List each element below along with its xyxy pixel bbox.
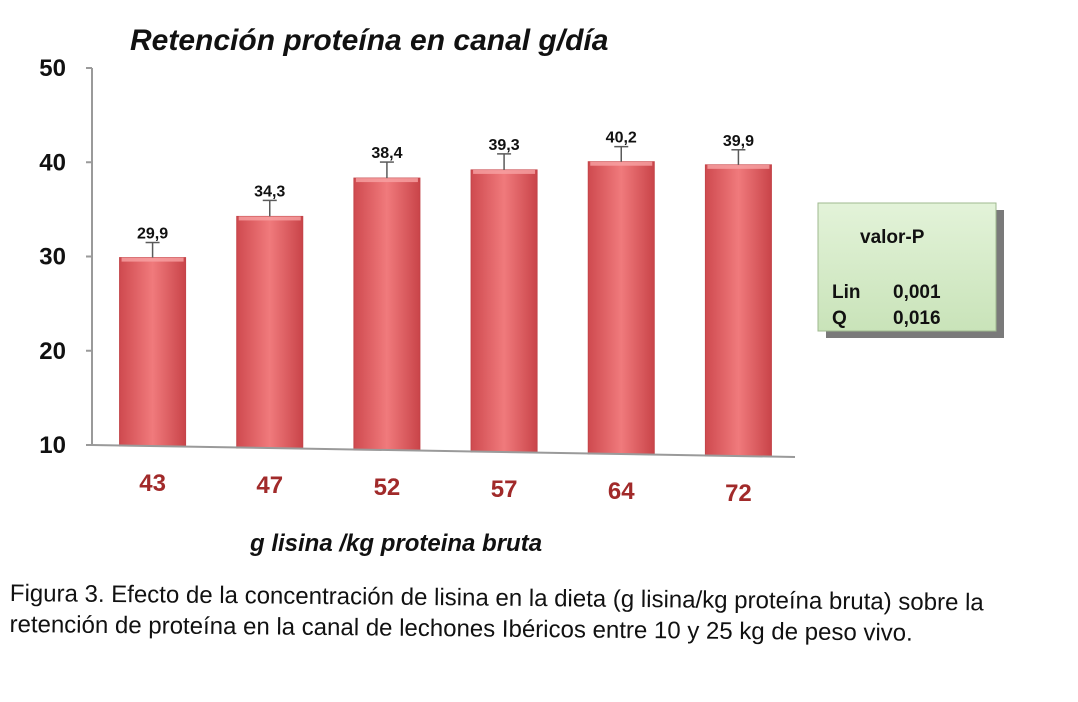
x-axis: 43 47 52 57 64 72: [91, 444, 796, 507]
bars: 29,9 34,3 38,4 39,3 40,2 39,9: [119, 130, 772, 457]
data-label: 29,9: [137, 226, 168, 243]
x-tick-label: 72: [725, 480, 752, 507]
pvalue-header: valor-P: [860, 227, 925, 248]
bar: [470, 169, 538, 453]
bar-top-highlight: [707, 164, 770, 169]
x-tick-label: 64: [608, 478, 635, 505]
y-tick-label: 40: [39, 149, 66, 176]
x-axis-line: [91, 444, 796, 458]
data-label: 34,3: [254, 183, 285, 200]
bar: [119, 257, 187, 447]
bar-top-highlight: [238, 216, 301, 221]
bar-top-highlight: [473, 169, 536, 174]
x-tick-label: 47: [256, 472, 283, 499]
pvalue-row-lin-label: Lin: [832, 282, 861, 303]
bar-top-highlight: [590, 161, 653, 166]
bar: [236, 215, 304, 449]
y-tick-label: 20: [39, 338, 66, 365]
data-label: 40,2: [606, 130, 637, 147]
x-tick-label: 52: [374, 474, 401, 501]
bar-top-highlight: [355, 178, 418, 183]
chart-title: Retención proteína en canal g/día: [130, 24, 608, 57]
x-tick-label: 57: [491, 476, 518, 503]
y-tick-label: 10: [39, 432, 66, 459]
y-tick-label: 50: [39, 55, 66, 82]
pvalue-box-background: [817, 202, 997, 332]
y-tick-label: 30: [39, 244, 66, 271]
data-label: 39,3: [489, 137, 520, 154]
y-axis: 10 20 30 40 50: [39, 55, 93, 459]
x-tick-label: 43: [139, 470, 166, 497]
x-axis-label: g lisina /kg proteina bruta: [249, 530, 542, 557]
bar: [587, 161, 655, 455]
data-label: 38,4: [371, 145, 402, 162]
bar: [704, 164, 772, 457]
bar: [353, 177, 421, 451]
bar-top-highlight: [121, 257, 184, 262]
pvalue-row-q-value: 0,016: [893, 308, 941, 329]
figure-caption: Figura 3. Efecto de la concentración de …: [9, 579, 984, 647]
data-label: 39,9: [723, 133, 754, 150]
pvalue-box: valor-P Lin 0,001 Q 0,016: [817, 202, 1004, 338]
pvalue-row-lin-value: 0,001: [893, 282, 941, 303]
pvalue-row-q-label: Q: [832, 308, 847, 329]
